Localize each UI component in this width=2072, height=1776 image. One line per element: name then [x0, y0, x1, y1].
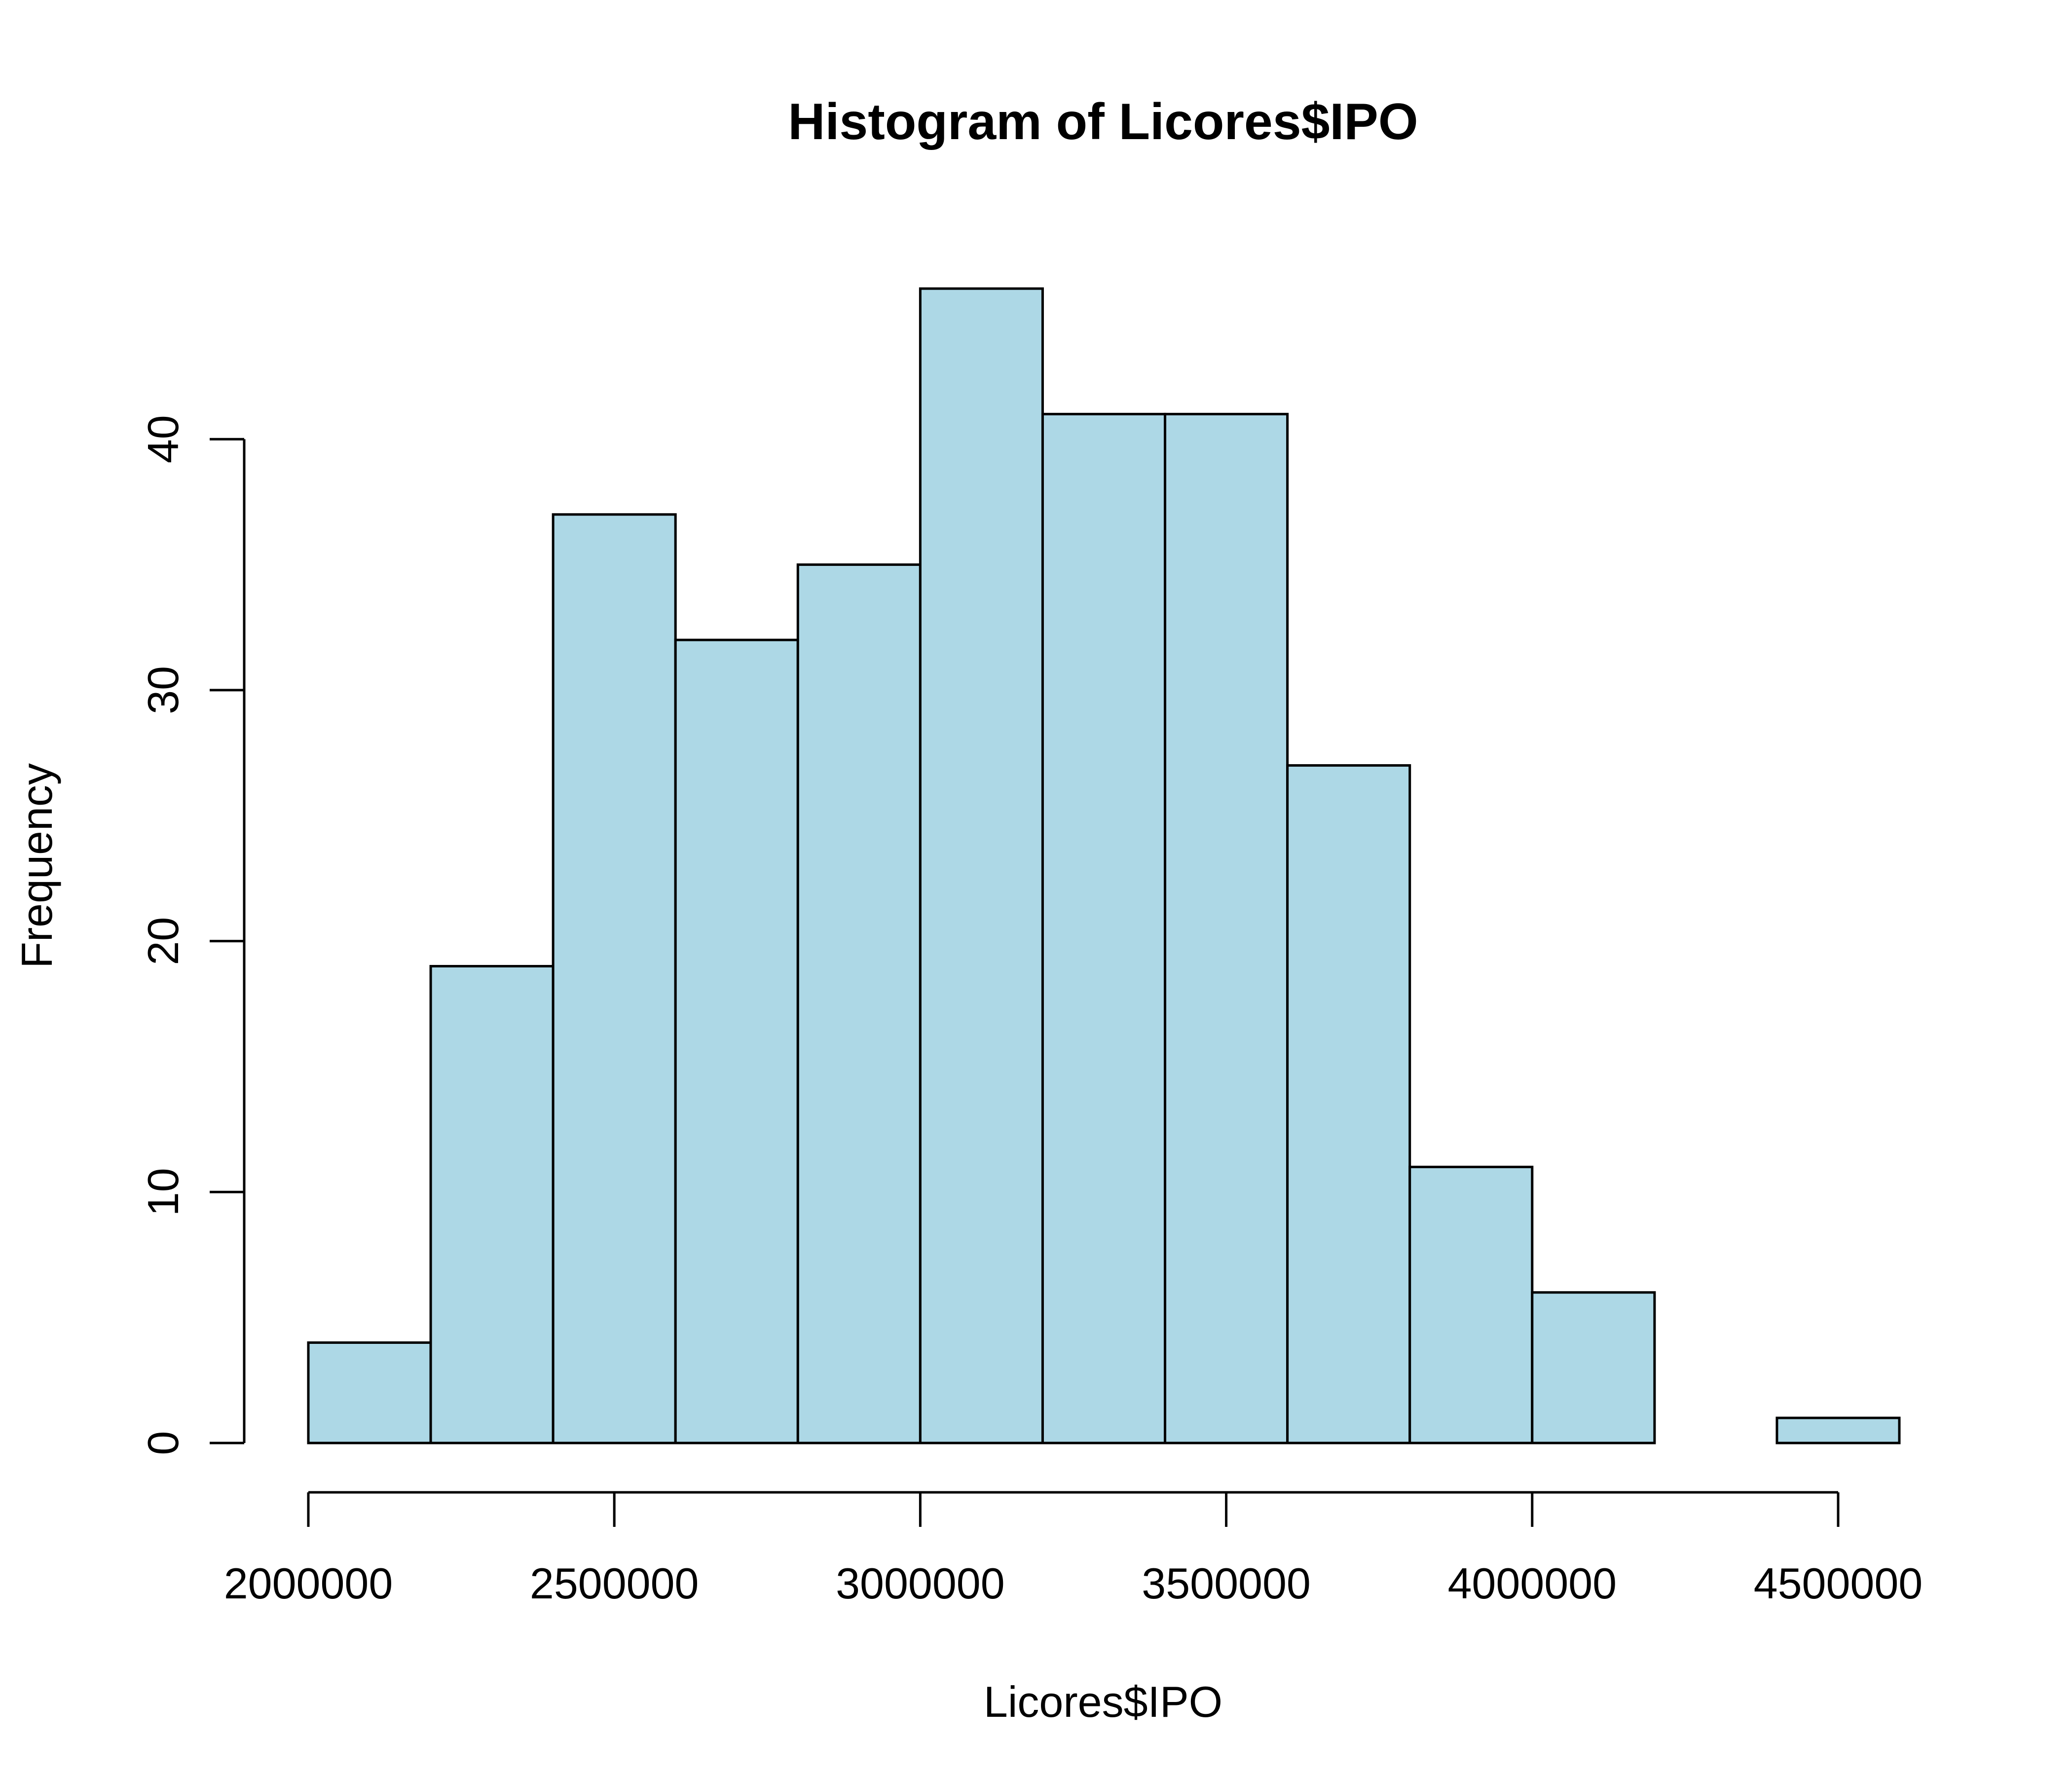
x-tick-label-0: 2000000	[224, 1559, 393, 1608]
x-axis-label: Licores$IPO	[984, 1677, 1222, 1726]
histogram-bar-10	[1531, 1291, 1656, 1444]
y-tick-label-1: 10	[139, 1168, 187, 1216]
histogram-bar-0	[307, 1341, 432, 1444]
chart-title: Histogram of Licores$IPO	[788, 93, 1418, 150]
histogram-bar-8	[1286, 764, 1411, 1444]
y-tick-label-3: 30	[139, 666, 187, 714]
histogram-bar-4	[796, 563, 922, 1444]
y-tick-label-4: 40	[139, 415, 187, 463]
y-tick-label-2: 20	[139, 917, 187, 965]
histogram-bar-6	[1041, 412, 1167, 1444]
x-tick-label-5: 4500000	[1754, 1559, 1923, 1608]
y-axis-label: Frequency	[12, 763, 61, 968]
histogram-bar-1	[429, 964, 555, 1444]
histogram-bar-3	[674, 638, 799, 1444]
histogram-bar-7	[1164, 412, 1289, 1444]
histogram-bar-9	[1408, 1165, 1534, 1444]
y-axis: 0 10 20 30 40	[139, 415, 246, 1455]
x-tick-label-2: 3000000	[836, 1559, 1005, 1608]
x-tick-label-3: 3500000	[1142, 1559, 1311, 1608]
histogram-bar-12	[1776, 1416, 1901, 1444]
x-tick-label-1: 2500000	[530, 1559, 699, 1608]
histogram-bar-2	[552, 513, 677, 1444]
bars-group	[307, 287, 1901, 1444]
y-tick-label-0: 0	[139, 1431, 187, 1455]
x-axis: 2000000 2500000 3000000 3500000 4000000 45000…	[224, 1491, 1923, 1608]
histogram-bar-5	[919, 287, 1044, 1444]
x-tick-label-4: 4000000	[1447, 1559, 1617, 1608]
